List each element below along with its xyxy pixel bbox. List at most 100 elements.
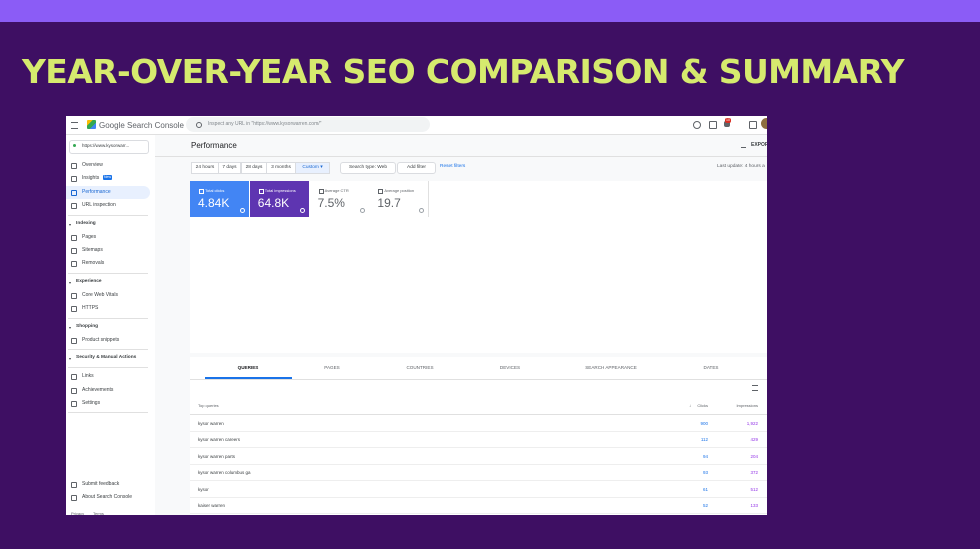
nav-item[interactable]: Overview xyxy=(82,162,103,168)
nav-item[interactable]: Submit feedback xyxy=(82,481,120,487)
metric-value: 19.7 xyxy=(377,196,401,210)
nav-item[interactable]: Sitemaps xyxy=(82,247,103,253)
nav-divider xyxy=(68,215,148,216)
table-cell: 61 xyxy=(702,486,708,492)
tab[interactable]: PAGES xyxy=(324,365,340,370)
nav-item[interactable]: Links xyxy=(82,373,94,379)
metric-value: 64.8K xyxy=(257,196,290,210)
table-cell[interactable]: kysor warren columbus ga xyxy=(198,470,251,476)
footer-link[interactable]: Privacy xyxy=(71,511,85,516)
nav-item[interactable]: Removals xyxy=(82,260,105,266)
nav-item[interactable]: Settings xyxy=(82,400,101,406)
toolbar-divider xyxy=(155,156,767,157)
tab[interactable]: DEVICES xyxy=(499,365,521,370)
table-cell: 1,922 xyxy=(746,421,758,426)
metric-card[interactable] xyxy=(249,181,309,217)
section-arrow: ▾ xyxy=(69,325,72,330)
nav-icon xyxy=(71,261,77,267)
row-divider xyxy=(190,463,767,465)
section-arrow: ▾ xyxy=(69,222,72,227)
notification-badge: 10 xyxy=(725,117,731,123)
metric-checkbox xyxy=(258,189,264,194)
nav-icon xyxy=(71,235,77,241)
nav-section[interactable]: Indexing xyxy=(76,221,96,226)
table-header[interactable]: Impressions xyxy=(736,403,758,408)
date-chip[interactable]: 28 days xyxy=(241,162,267,174)
metric-value: 4.84K xyxy=(198,196,230,210)
help-icon xyxy=(419,208,425,213)
nav-section[interactable]: Experience xyxy=(76,279,102,284)
metric-checkbox xyxy=(378,189,384,194)
date-chip[interactable]: 7 days xyxy=(218,162,241,174)
nav-item[interactable]: Pages xyxy=(82,234,97,240)
table-cell[interactable]: kaiser warren xyxy=(198,503,226,508)
table-cell: 372 xyxy=(750,470,758,476)
reset-filters[interactable]: Reset filters xyxy=(440,164,466,169)
nav-item[interactable]: About Search Console xyxy=(82,494,133,500)
nav-section[interactable]: Security & Manual Actions xyxy=(76,355,137,360)
nav-item[interactable]: HTTPS xyxy=(82,305,99,311)
metric-checkbox xyxy=(318,189,324,194)
table-cell[interactable]: kysor xyxy=(198,486,209,492)
table-cell: 93 xyxy=(702,470,708,476)
last-update: Last update: 4 hours a xyxy=(717,164,765,169)
table-cell: 112 xyxy=(700,437,708,443)
metric-label: Total impressions xyxy=(264,188,296,193)
header-divider xyxy=(66,134,767,135)
nav-item[interactable]: Product snippets xyxy=(82,337,120,343)
date-chip[interactable]: 24 hours xyxy=(191,162,219,174)
header-icon[interactable] xyxy=(749,121,757,129)
help-icon xyxy=(359,208,365,213)
notification-icon[interactable] xyxy=(724,121,730,127)
filter-icon[interactable] xyxy=(752,385,758,391)
table-cell: 429 xyxy=(750,437,758,443)
metric-value: 7.5% xyxy=(317,196,345,210)
metric-label: Average position xyxy=(384,188,415,193)
screenshot: ClicksImpressions010020030001K2K3K9/1/24… xyxy=(66,116,767,515)
header-icon[interactable] xyxy=(709,121,717,129)
nav-item[interactable]: URL inspection xyxy=(82,202,116,208)
nav-item[interactable]: Insights xyxy=(82,175,100,181)
table-cell[interactable]: kysor warren xyxy=(198,421,224,426)
export[interactable]: EXPORT xyxy=(751,142,767,148)
nav-icon xyxy=(71,163,77,169)
nav-divider xyxy=(68,273,148,274)
property-url: https://www.kysorwarr... xyxy=(82,143,130,148)
metric-label: Average CTR xyxy=(324,188,349,193)
avatar[interactable] xyxy=(761,118,767,129)
footer-link[interactable]: Terms xyxy=(93,511,104,516)
date-chip[interactable]: Custom ▾ xyxy=(295,162,330,174)
metric-card[interactable] xyxy=(190,181,249,217)
tab[interactable]: COUNTRIES xyxy=(406,365,434,370)
nav-divider xyxy=(68,412,148,413)
nav-item[interactable]: Achievements xyxy=(82,387,114,393)
nav-icon xyxy=(71,401,77,407)
nav-divider xyxy=(68,318,148,319)
logo xyxy=(87,120,96,129)
nav-item[interactable]: Performance xyxy=(82,189,111,195)
row-divider xyxy=(190,431,767,432)
section-arrow: ▾ xyxy=(69,356,72,361)
search-icon xyxy=(196,122,202,128)
table-header[interactable]: Clicks xyxy=(697,403,708,408)
nav-icon xyxy=(71,482,77,488)
property-selector[interactable] xyxy=(69,140,149,154)
nav-item[interactable]: Core Web Vitals xyxy=(82,292,118,298)
search-type-chip[interactable]: Search type: Web xyxy=(340,162,396,174)
add-filter-chip[interactable]: Add filter xyxy=(397,162,436,174)
header-icon[interactable] xyxy=(693,121,701,129)
search-box[interactable] xyxy=(186,117,430,132)
tab[interactable]: SEARCH APPEARANCE xyxy=(585,365,637,370)
nav-section[interactable]: Shopping xyxy=(76,324,99,329)
date-chip[interactable]: 3 months xyxy=(266,162,296,174)
app-name: Google Search Console xyxy=(99,121,184,130)
nav-icon xyxy=(71,248,77,254)
tab[interactable]: QUERIES xyxy=(237,365,259,370)
nav-divider xyxy=(68,349,148,350)
table-header: Top queries xyxy=(198,403,219,408)
tab[interactable]: DATES xyxy=(703,365,719,370)
table-cell[interactable]: kysor warren parts xyxy=(198,453,236,459)
table-cell[interactable]: kysor warren careers xyxy=(198,437,241,443)
nav-active-bg xyxy=(66,186,150,199)
